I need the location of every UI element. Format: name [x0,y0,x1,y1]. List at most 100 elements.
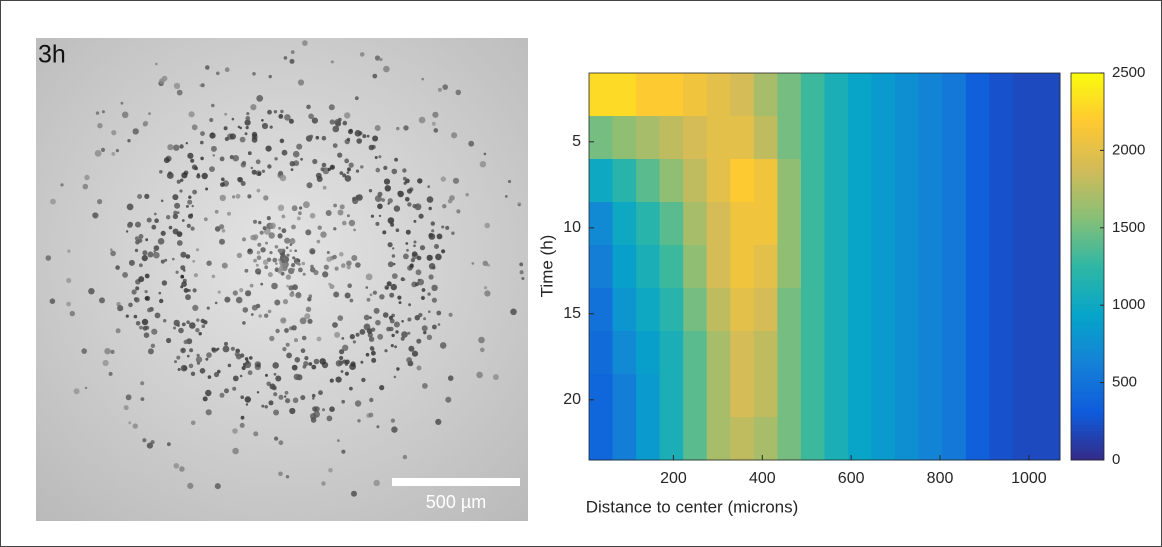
cell [172,194,179,201]
cell [73,388,80,395]
cell [344,362,348,366]
cell [411,251,418,257]
cell [332,254,337,260]
colorbar-slice [1071,372,1104,377]
cell [284,328,289,333]
cell [150,440,155,445]
heatmap-cell [589,202,614,246]
cell [60,183,64,187]
heatmap-cell [1036,202,1061,246]
heatmap-cell [1012,202,1037,246]
cell [100,147,106,152]
cell [205,357,209,361]
cell [237,125,241,129]
cell [330,60,334,64]
cell [278,114,284,119]
cell [180,274,185,279]
micrograph [36,38,528,521]
cell [435,418,442,425]
cell [251,136,258,143]
colorbar-slice [1071,247,1104,251]
plot-frame [588,72,1061,461]
cell [232,195,236,199]
cell [99,297,105,304]
cell [442,204,447,209]
cell [281,214,286,219]
heatmap-cell [612,116,637,160]
heatmap-cell [800,245,825,289]
cell [201,324,206,329]
heatmap-cell [895,288,920,332]
cell [389,318,395,324]
cell [247,194,252,199]
cell [339,171,344,175]
heatmap-cell [730,73,755,117]
cell [480,347,485,353]
cell [428,274,434,280]
colorbar-slice [1071,453,1104,458]
colorbar-slice [1071,389,1104,393]
colorbar-tick-label: 2500 [1112,64,1145,81]
cell [245,403,249,406]
cell [382,312,389,318]
cell [391,426,398,433]
colorbar-slice [1071,202,1104,206]
cell [277,233,283,239]
cell [205,409,212,416]
cell [521,277,525,280]
colorbar-frame [1070,72,1105,461]
cell [289,249,293,252]
cell [353,228,356,232]
cell [261,169,266,173]
cell [269,251,273,255]
cell [384,349,388,353]
cell [221,177,225,182]
cell [247,370,253,376]
cell [451,231,455,235]
cell [349,334,355,340]
colorbar-slice [1071,102,1104,106]
cell [250,313,254,316]
cell [304,356,309,361]
colorbar-slice [1071,353,1104,358]
cell [278,440,284,446]
cell [417,278,425,286]
cell [214,301,218,305]
cell [173,82,181,90]
cell [484,222,491,229]
heatmap-cell [965,159,990,203]
heatmap-cell [636,374,661,418]
heatmap-cell [824,245,849,289]
colorbar-slice [1071,76,1104,80]
colorbar-slice [1071,95,1104,100]
cell [200,140,204,145]
cell [206,352,212,358]
colorbar-slice [1071,418,1104,422]
cell [344,371,349,376]
cell [316,239,321,244]
cell [67,249,71,253]
colorbar-slice [1071,92,1104,97]
cell [313,358,320,365]
cell [296,216,301,221]
colorbar-slice [1071,298,1104,303]
cell [293,373,300,381]
cell [372,290,377,295]
cell [178,327,184,334]
cell [398,301,402,305]
heatmap-cell [942,159,967,203]
cell [174,202,181,209]
cell [244,396,251,403]
cell [261,404,265,408]
cell [281,228,287,234]
colorbar-slice [1071,89,1104,93]
cell [160,199,164,203]
heatmap-cell [706,331,731,375]
cell [176,355,181,360]
cell [436,233,443,240]
colorbar-slice [1071,398,1104,403]
cell [147,307,152,313]
cell [239,374,243,378]
x-tick-label: 400 [749,470,776,487]
colorbar-slice [1071,82,1104,87]
